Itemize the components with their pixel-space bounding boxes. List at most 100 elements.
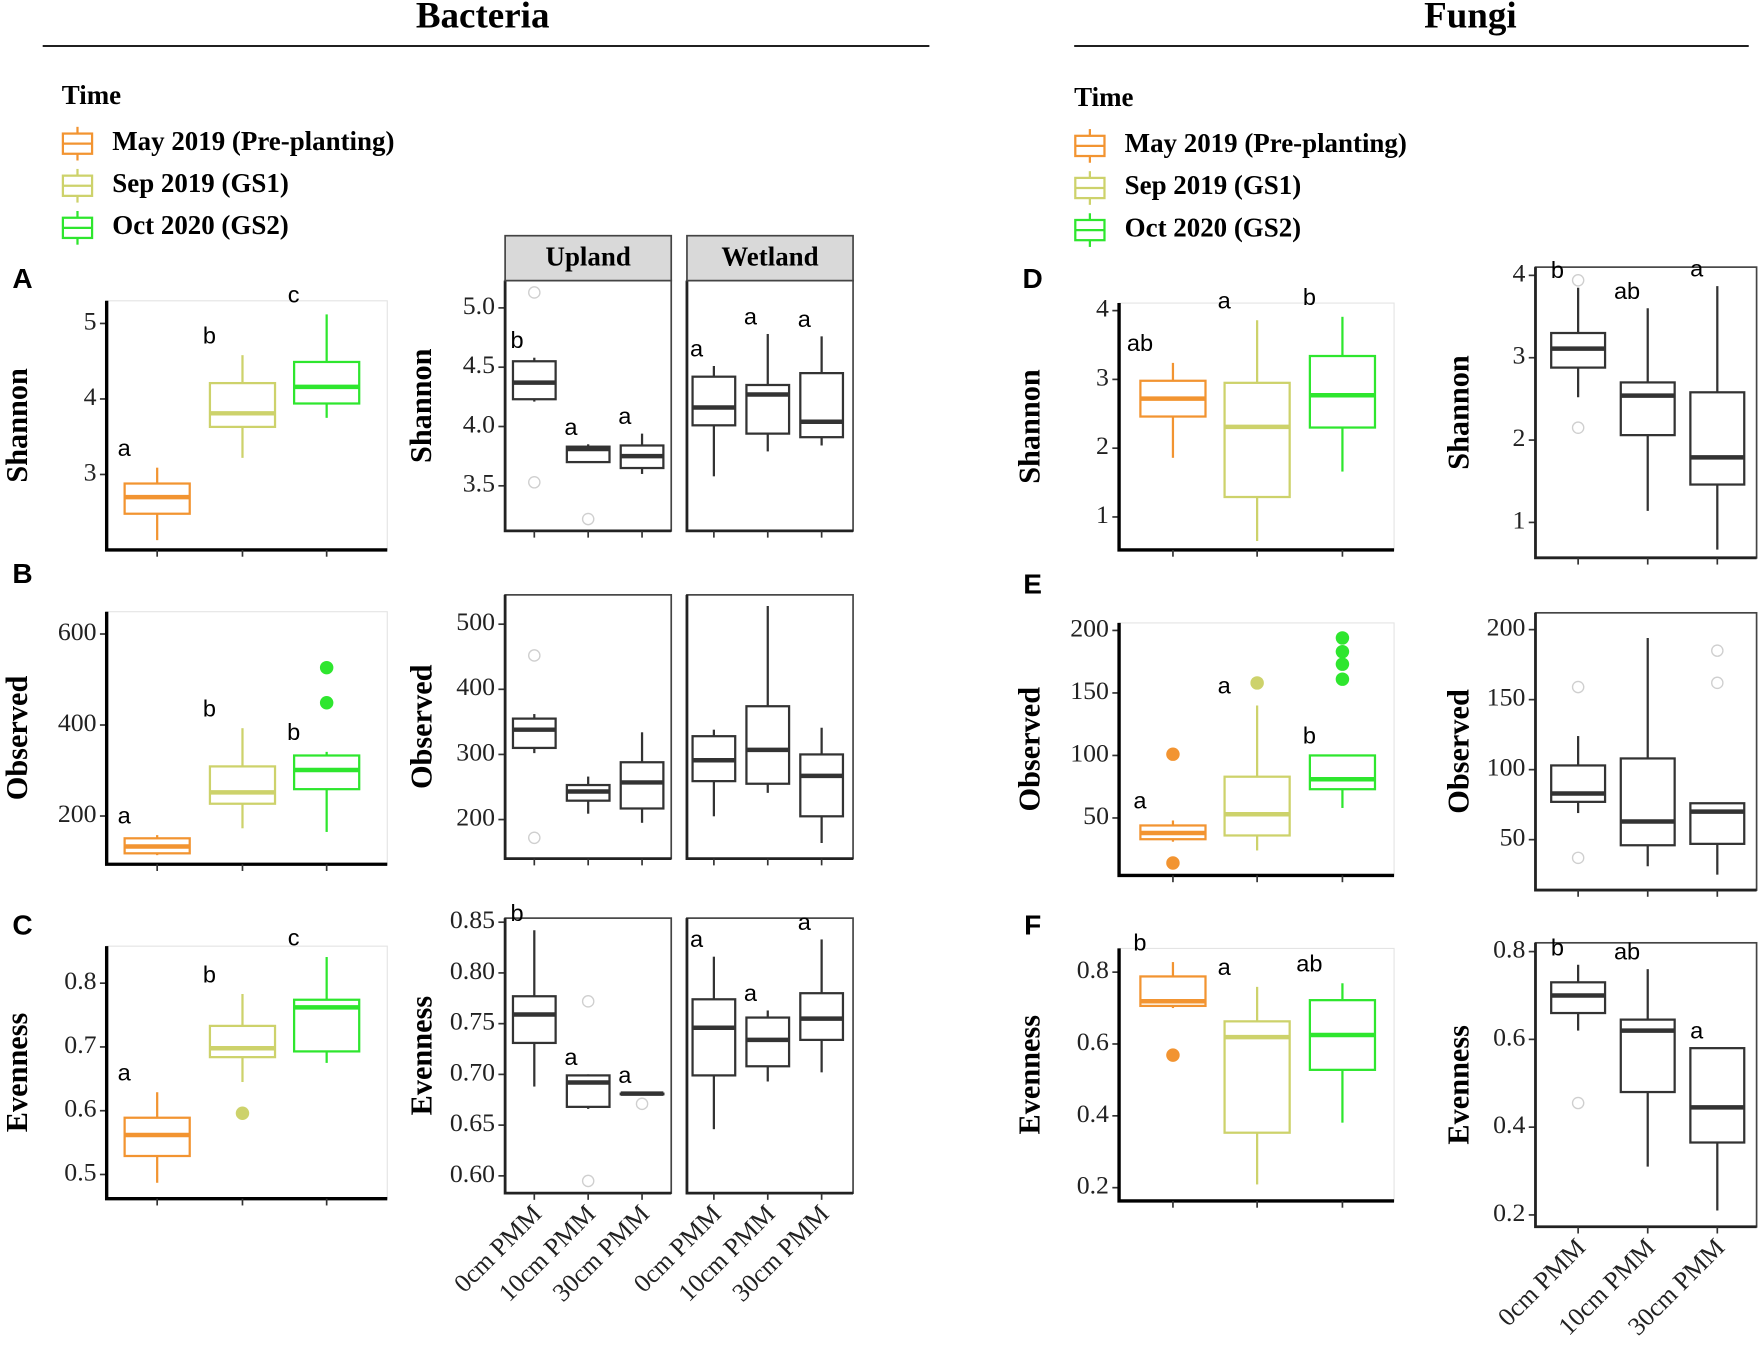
y-tick-label: 4	[1096, 294, 1109, 323]
panel-label: F	[1024, 910, 1041, 941]
y-tick-label: 0.6	[64, 1094, 96, 1123]
significance-letter: b	[203, 961, 216, 987]
y-axis-label: Observed	[0, 676, 34, 801]
y-tick-label: 0.65	[450, 1108, 495, 1137]
axis-line	[503, 594, 672, 861]
y-tick-label: 200	[1070, 613, 1109, 642]
legend-title: Time	[62, 80, 121, 110]
axis-line	[104, 946, 388, 1201]
y-tick-label: 0.85	[450, 905, 495, 934]
y-tick-label: 0.8	[1493, 935, 1525, 964]
box	[1689, 802, 1746, 845]
significance-letter: b	[203, 695, 216, 721]
y-axis-label: Evenness	[1013, 1015, 1047, 1135]
y-axis-label: Shannon	[0, 368, 34, 483]
y-tick-label: 50	[1083, 801, 1109, 830]
section-title: Bacteria	[416, 0, 550, 37]
y-tick-label: 200	[1487, 613, 1526, 642]
significance-letter: a	[1133, 788, 1147, 814]
outlier	[581, 512, 595, 526]
box	[208, 765, 277, 805]
axis-line	[1117, 948, 1395, 1203]
outlier	[528, 475, 541, 489]
y-axis-label: Evenness	[404, 996, 438, 1116]
box	[1308, 354, 1377, 429]
significance-letter: a	[618, 1062, 632, 1088]
significance-letter: c	[288, 924, 300, 950]
significance-letter: b	[1133, 929, 1146, 955]
outlier	[528, 286, 541, 299]
significance-letter: a	[690, 336, 704, 362]
y-tick-label: 0.60	[450, 1159, 495, 1188]
significance-letter: a	[564, 1044, 578, 1070]
y-tick-label: 0.80	[450, 956, 495, 985]
box	[619, 761, 665, 810]
y-tick-label: 0.8	[1077, 955, 1109, 984]
box	[691, 998, 737, 1077]
axis-line	[104, 611, 388, 866]
outlier	[1250, 676, 1264, 690]
plot-frame	[504, 279, 673, 532]
axis-line	[503, 918, 672, 1195]
axis-line	[685, 918, 854, 1195]
y-tick-label: 2	[1096, 431, 1109, 460]
axis-line	[685, 280, 854, 533]
facet-label: Wetland	[721, 241, 818, 271]
outlier	[528, 649, 541, 662]
outlier	[1335, 657, 1350, 671]
significance-letter: a	[1218, 288, 1232, 314]
outlier	[581, 1174, 595, 1188]
legend-label: Sep 2019 (GS1)	[1125, 170, 1302, 200]
legend-title: Time	[1074, 82, 1133, 112]
box	[1308, 754, 1377, 791]
significance-letter: ab	[1614, 939, 1640, 965]
significance-letter: b	[510, 900, 523, 926]
facet-strip	[504, 234, 673, 282]
axis-line	[685, 594, 854, 861]
significance-letter: a	[118, 435, 132, 461]
y-axis-label: Observed	[1441, 689, 1475, 814]
outlier	[1571, 421, 1585, 435]
significance-letter: b	[287, 719, 300, 745]
box	[208, 1024, 277, 1059]
significance-letter: a	[1690, 1018, 1704, 1044]
significance-letter: ab	[1127, 330, 1153, 356]
y-tick-label: 150	[1487, 683, 1526, 712]
legend-label: Sep 2019 (GS1)	[112, 168, 289, 198]
axis-line	[104, 300, 388, 552]
outlier	[319, 660, 334, 675]
axis-line	[1534, 942, 1757, 1229]
outlier	[1335, 672, 1350, 686]
y-tick-label: 50	[1500, 823, 1526, 852]
significance-letter: b	[510, 327, 523, 353]
outlier	[1571, 851, 1585, 865]
y-tick-label: 0.4	[1077, 1099, 1109, 1128]
y-tick-label: 4.5	[463, 350, 495, 379]
y-tick-label: 400	[456, 672, 495, 701]
outlier	[528, 831, 541, 845]
significance-letter: ab	[1296, 951, 1322, 977]
y-tick-label: 0.4	[1493, 1110, 1525, 1139]
significance-letter: b	[1303, 723, 1316, 749]
panel-label: E	[1023, 568, 1042, 599]
y-axis-label: Evenness	[1441, 1025, 1475, 1145]
significance-letter: a	[798, 306, 812, 332]
box	[292, 754, 361, 791]
plot-frame	[106, 611, 388, 865]
legend-label: Oct 2020 (GS2)	[1125, 212, 1301, 242]
y-tick-label: 3.5	[463, 469, 495, 498]
plot-frame	[504, 917, 673, 1194]
axis-line	[1117, 622, 1395, 878]
y-tick-label: 1	[1096, 500, 1109, 529]
y-tick-label: 200	[58, 799, 97, 828]
y-tick-label: 200	[456, 802, 495, 831]
outlier	[1711, 644, 1724, 657]
y-tick-label: 100	[1487, 753, 1526, 782]
y-tick-label: 2	[1512, 423, 1525, 452]
significance-letter: a	[744, 980, 758, 1006]
y-tick-label: 4	[84, 382, 97, 411]
significance-letter: a	[798, 909, 812, 935]
outlier	[1711, 676, 1724, 690]
box	[1223, 775, 1291, 837]
significance-letter: a	[690, 926, 704, 952]
